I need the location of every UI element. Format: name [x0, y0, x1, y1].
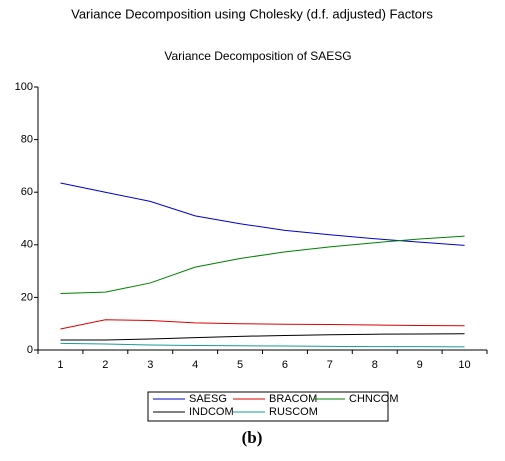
y-tick-label: 80	[21, 134, 33, 146]
x-tick-label: 10	[458, 359, 470, 371]
x-tick-label: 1	[57, 359, 63, 371]
y-tick-label: 60	[21, 186, 33, 198]
x-tick-label: 3	[147, 359, 153, 371]
chart-subtitle: Variance Decomposition of SAESG	[164, 49, 351, 63]
legend-label: CHNCOM	[349, 393, 399, 405]
x-tick-label: 4	[192, 359, 198, 371]
y-tick-label: 20	[21, 291, 33, 303]
line-series	[60, 342, 465, 348]
legend-box	[147, 391, 389, 422]
line-series	[60, 319, 465, 330]
legend-label: RUSCOM	[269, 406, 318, 418]
x-tick-label: 7	[327, 359, 333, 371]
y-tick-label: 100	[15, 81, 33, 93]
x-tick-label: 9	[417, 359, 423, 371]
legend-label: SAESG	[189, 393, 227, 405]
x-tick-label: 6	[282, 359, 288, 371]
y-tick-label: 0	[27, 344, 33, 356]
line-series	[60, 235, 465, 294]
x-tick-label: 8	[372, 359, 378, 371]
x-tick-label: 5	[237, 359, 243, 371]
line-series	[60, 333, 465, 341]
legend-label: BRACOM	[269, 393, 317, 405]
y-tick-label: 40	[21, 239, 33, 251]
chart-title: Variance Decomposition using Cholesky (d…	[71, 6, 433, 21]
legend-label: INDCOM	[189, 406, 234, 418]
caption: (b)	[242, 428, 263, 447]
x-tick-label: 2	[102, 359, 108, 371]
